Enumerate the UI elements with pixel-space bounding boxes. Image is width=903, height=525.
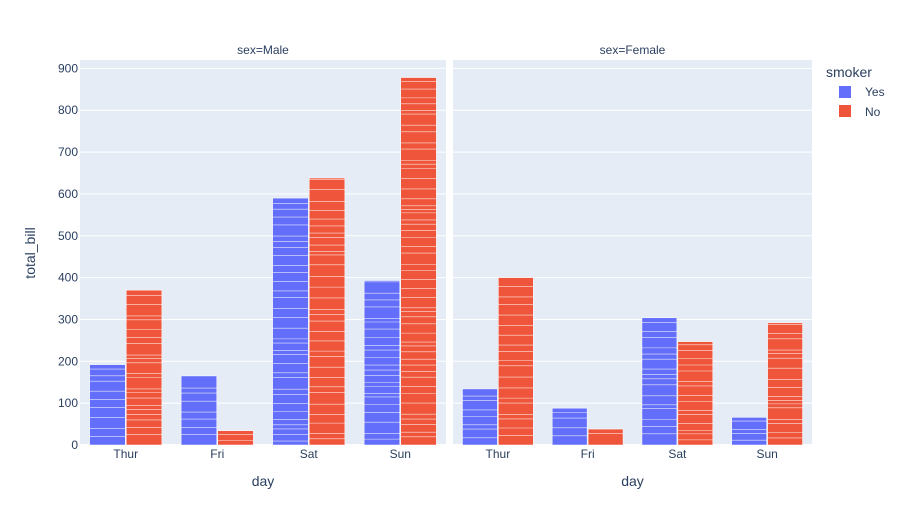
y-axis: 0 100 200 300 400 500 600 700 800 900 bbox=[58, 61, 78, 452]
x-tick-label: Thur bbox=[486, 447, 511, 461]
legend-title: smoker bbox=[826, 64, 872, 80]
legend[interactable]: smoker Yes No bbox=[826, 64, 885, 119]
x-tick-label: Fri bbox=[581, 447, 595, 461]
bar-yes-thur[interactable] bbox=[462, 388, 498, 446]
bar-no-sun[interactable] bbox=[767, 322, 803, 446]
bar-yes-sun[interactable] bbox=[731, 417, 767, 446]
bar-no-thur[interactable] bbox=[498, 277, 534, 446]
bar-no-fri[interactable] bbox=[587, 428, 624, 446]
bar-no-thur[interactable] bbox=[126, 289, 163, 446]
legend-swatch-yes bbox=[839, 86, 851, 98]
bar-yes-sun[interactable] bbox=[363, 280, 400, 446]
y-tick-label: 800 bbox=[58, 103, 78, 117]
panel-male: sex=Male Thur Fri Sat Sun day bbox=[80, 43, 446, 489]
y-tick-label: 500 bbox=[58, 229, 78, 243]
panel-female: sex=Female Thur Fri Sat Sun day bbox=[453, 43, 812, 489]
panel-title: sex=Female bbox=[600, 43, 666, 57]
bar-no-sat[interactable] bbox=[677, 341, 714, 446]
bar-yes-sat[interactable] bbox=[641, 317, 678, 446]
x-tick-label: Sat bbox=[668, 447, 687, 461]
y-tick-label: 300 bbox=[58, 312, 78, 326]
bar-no-sat[interactable] bbox=[309, 177, 346, 446]
bar-yes-sat[interactable] bbox=[272, 197, 309, 446]
y-tick-label: 700 bbox=[58, 145, 78, 159]
x-tick-label: Thur bbox=[113, 447, 138, 461]
y-axis-title: total_bill bbox=[22, 227, 38, 278]
x-axis-title: day bbox=[621, 473, 644, 489]
y-tick-label: 100 bbox=[58, 396, 78, 410]
x-tick-label: Fri bbox=[210, 447, 224, 461]
legend-label-no: No bbox=[865, 105, 881, 119]
bar-yes-fri[interactable] bbox=[180, 375, 217, 446]
bar-no-sun[interactable] bbox=[400, 77, 437, 446]
x-tick-label: Sun bbox=[756, 447, 777, 461]
y-tick-label: 200 bbox=[58, 354, 78, 368]
legend-item-yes[interactable]: Yes bbox=[839, 85, 885, 99]
bar-yes-thur[interactable] bbox=[89, 364, 126, 446]
x-axis-title: day bbox=[252, 473, 275, 489]
x-tick-label: Sun bbox=[390, 447, 411, 461]
legend-swatch-no bbox=[839, 105, 851, 117]
legend-item-no[interactable]: No bbox=[839, 105, 881, 119]
legend-label-yes: Yes bbox=[865, 85, 885, 99]
panel-title: sex=Male bbox=[237, 43, 289, 57]
y-tick-label: 400 bbox=[58, 271, 78, 285]
y-tick-label: 900 bbox=[58, 61, 78, 75]
y-tick-label: 0 bbox=[71, 438, 78, 452]
bar-yes-fri[interactable] bbox=[551, 407, 588, 446]
x-tick-label: Sat bbox=[300, 447, 319, 461]
plot-panels: sex=Male Thur Fri Sat Sun day sex=Female Thur Fr… bbox=[80, 43, 812, 489]
bar-no-fri[interactable] bbox=[217, 430, 254, 446]
y-tick-label: 600 bbox=[58, 187, 78, 201]
